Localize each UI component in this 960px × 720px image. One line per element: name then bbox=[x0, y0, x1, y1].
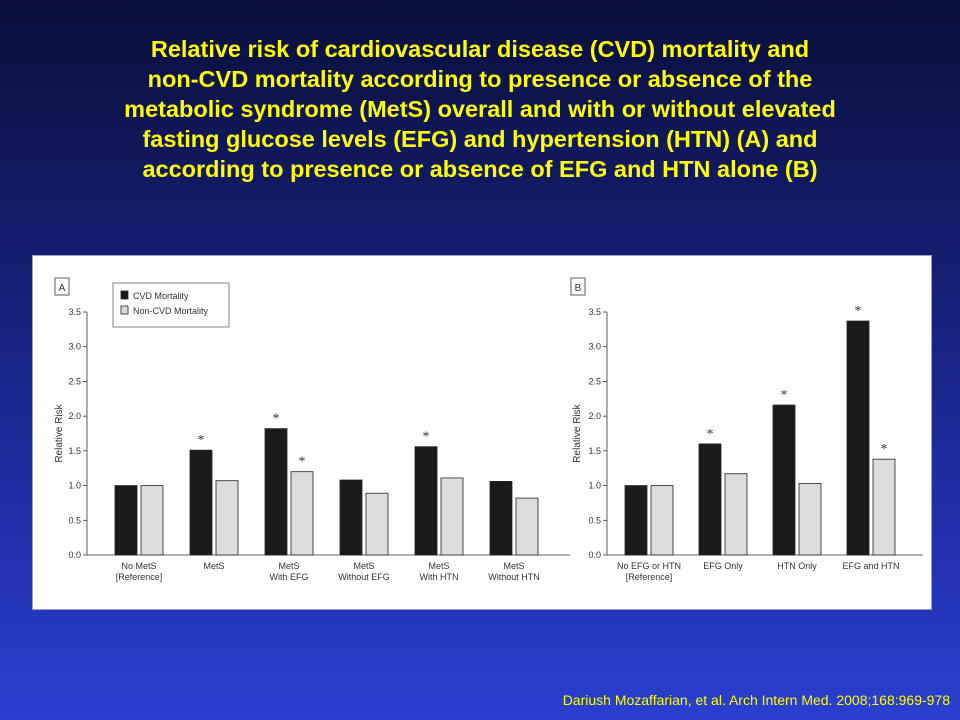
y-axis-label: Relative Risk bbox=[572, 403, 583, 462]
y-tick-label: 2.5 bbox=[68, 376, 81, 386]
y-tick-label: 3.5 bbox=[588, 307, 601, 317]
category-label: EFG Only bbox=[703, 561, 743, 571]
y-tick-label: 2.0 bbox=[68, 411, 81, 421]
significance-marker: * bbox=[781, 388, 788, 403]
bar-non-cvd-mortality bbox=[440, 477, 464, 556]
bar-cvd-mortality bbox=[846, 320, 870, 556]
bar-non-cvd-mortality bbox=[724, 473, 748, 556]
significance-marker: * bbox=[881, 442, 888, 457]
category-label: MetS bbox=[353, 561, 374, 571]
panel-label: B bbox=[575, 283, 582, 294]
y-tick-label: 0.5 bbox=[68, 515, 81, 525]
bar-non-cvd-mortality bbox=[798, 483, 822, 556]
category-label: With EFG bbox=[269, 572, 308, 582]
y-axis-label: Relative Risk bbox=[54, 403, 65, 462]
title-line: non-CVD mortality according to presence … bbox=[147, 66, 813, 92]
category-label: [Reference] bbox=[626, 572, 673, 582]
category-label: HTN Only bbox=[777, 561, 817, 571]
category-label: Without EFG bbox=[338, 572, 390, 582]
bar-cvd-mortality bbox=[772, 404, 796, 556]
category-label: MetS bbox=[428, 561, 449, 571]
bar-non-cvd-mortality bbox=[872, 458, 896, 556]
significance-marker: * bbox=[707, 427, 714, 442]
legend-label: Non-CVD Mortality bbox=[133, 306, 209, 316]
y-tick-label: 0.0 bbox=[68, 550, 81, 560]
category-label: MetS bbox=[278, 561, 299, 571]
y-tick-label: 0.5 bbox=[588, 515, 601, 525]
y-tick-label: 2.0 bbox=[588, 411, 601, 421]
panel-label-box bbox=[570, 277, 586, 296]
significance-marker: * bbox=[299, 455, 306, 470]
bar-non-cvd-mortality bbox=[215, 480, 239, 556]
category-label: Without HTN bbox=[488, 572, 540, 582]
category-label: EFG and HTN bbox=[842, 561, 899, 571]
figure-panel: A 0.0 0.5 1.0 1.5 2.0 2.5 3.0 3.5 Relative Risk No… bbox=[32, 255, 932, 610]
significance-marker: * bbox=[855, 304, 862, 319]
title-line: Relative risk of cardiovascular disease … bbox=[150, 36, 810, 62]
y-tick-label: 3.0 bbox=[68, 342, 81, 352]
bar-cvd-mortality bbox=[114, 485, 138, 556]
citation: Dariush Mozaffarian, et al. Arch Intern … bbox=[562, 692, 950, 708]
significance-marker: * bbox=[273, 412, 280, 427]
bar-cvd-mortality bbox=[339, 479, 363, 556]
slide-title: Relative risk of cardiovascular disease … bbox=[20, 34, 940, 184]
bar-cvd-mortality bbox=[414, 446, 438, 556]
category-label: No EFG or HTN bbox=[617, 561, 681, 571]
bar-non-cvd-mortality bbox=[365, 492, 389, 556]
bar-cvd-mortality bbox=[189, 449, 213, 556]
bar-cvd-mortality bbox=[698, 443, 722, 556]
legend-swatch-non-cvd bbox=[120, 305, 129, 315]
bar-cvd-mortality bbox=[624, 485, 648, 556]
title-line: fasting glucose levels (EFG) and hyperte… bbox=[142, 126, 818, 152]
bar-cvd-mortality bbox=[489, 481, 513, 556]
y-tick-label: 2.5 bbox=[588, 376, 601, 386]
y-tick-label: 1.0 bbox=[588, 481, 601, 491]
category-label: MetS bbox=[203, 561, 224, 571]
category-label: MetS bbox=[503, 561, 524, 571]
legend-label: CVD Mortality bbox=[133, 291, 189, 301]
y-tick-label: 1.0 bbox=[68, 481, 81, 491]
significance-marker: * bbox=[423, 430, 430, 445]
y-tick-label: 0.0 bbox=[588, 550, 601, 560]
title-line: according to presence or absence of EFG … bbox=[142, 156, 818, 182]
bar-non-cvd-mortality bbox=[515, 497, 539, 556]
panel-label: A bbox=[59, 283, 66, 294]
y-tick-label: 3.5 bbox=[68, 307, 81, 317]
panel-label-box bbox=[54, 277, 70, 296]
significance-marker: * bbox=[198, 433, 205, 448]
y-tick-label: 3.0 bbox=[588, 342, 601, 352]
category-label: With HTN bbox=[420, 572, 459, 582]
bar-non-cvd-mortality bbox=[290, 471, 314, 556]
category-label: [Reference] bbox=[116, 572, 163, 582]
figure-svg: A 0.0 0.5 1.0 1.5 2.0 2.5 3.0 3.5 Relative Risk No… bbox=[54, 277, 923, 582]
y-tick-label: 1.5 bbox=[588, 446, 601, 456]
title-line: metabolic syndrome (MetS) overall and wi… bbox=[124, 96, 836, 122]
category-label: No MetS bbox=[121, 561, 156, 571]
bar-non-cvd-mortality bbox=[140, 485, 164, 556]
bar-non-cvd-mortality bbox=[650, 485, 674, 556]
legend-swatch-cvd bbox=[120, 290, 129, 300]
y-tick-label: 1.5 bbox=[68, 446, 81, 456]
bar-cvd-mortality bbox=[264, 428, 288, 556]
legend-box bbox=[112, 282, 230, 328]
